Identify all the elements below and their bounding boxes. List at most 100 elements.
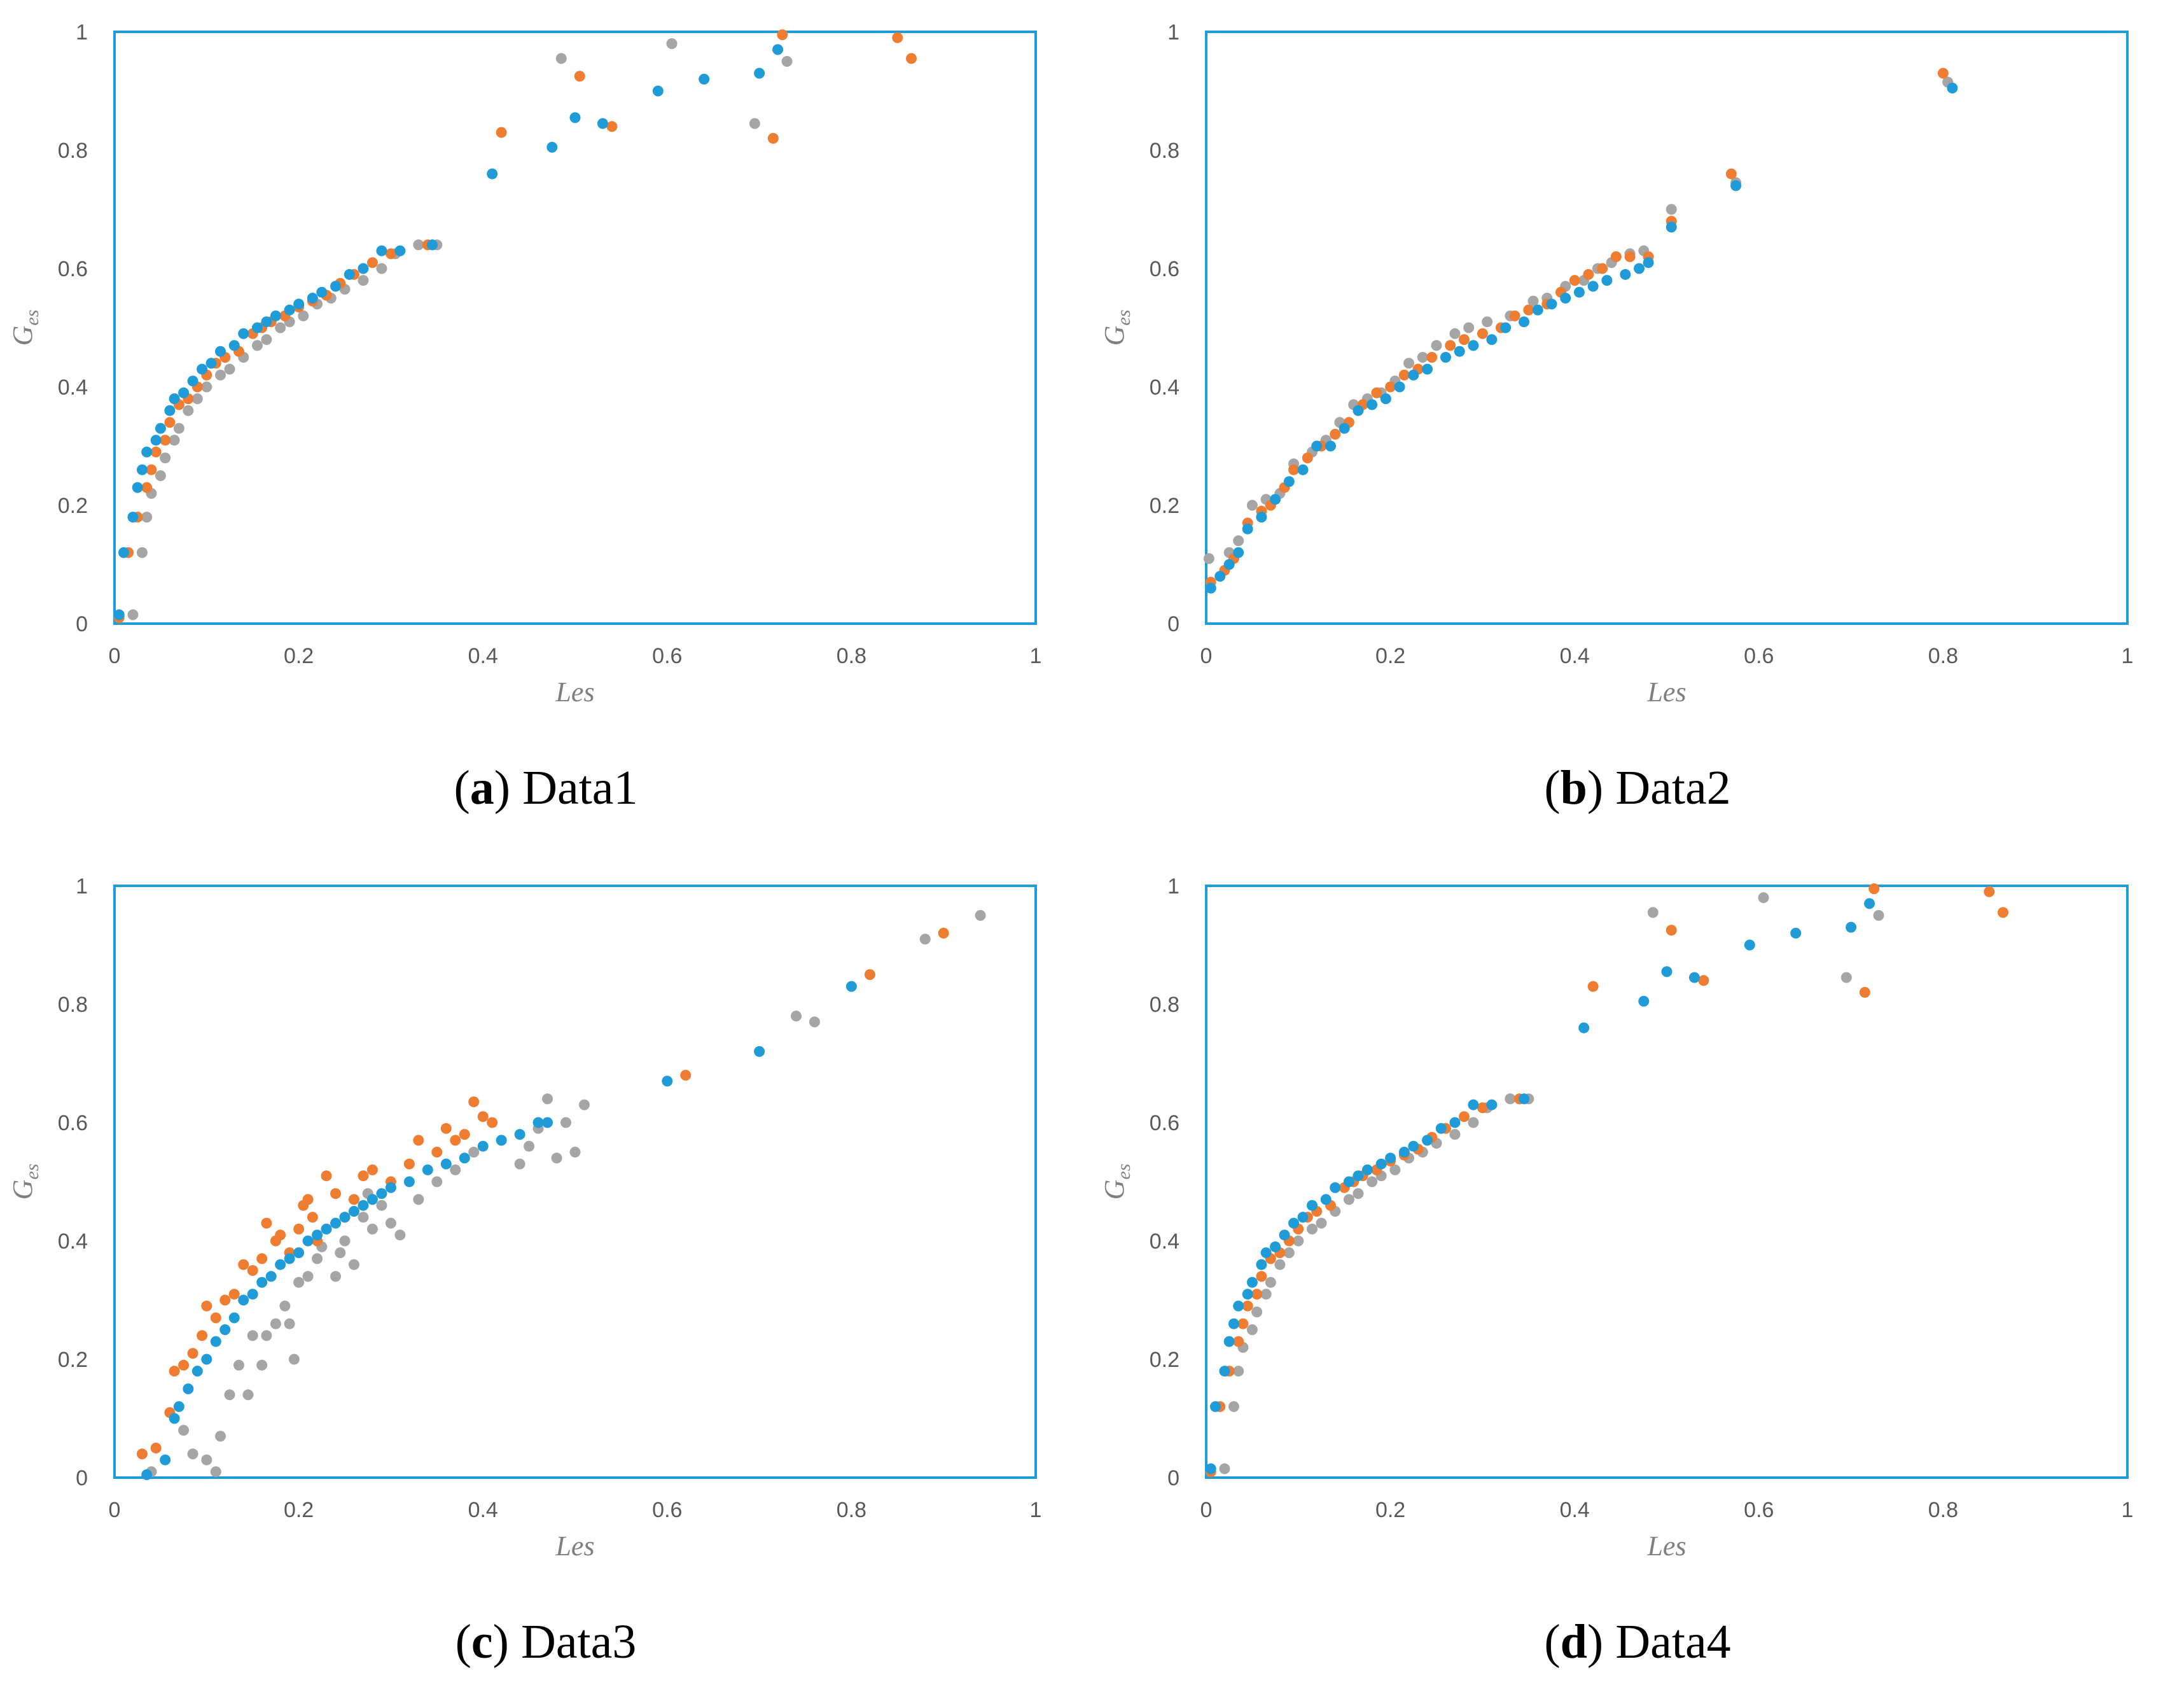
- data-point-series2: [358, 1170, 369, 1182]
- data-point-series1: [1578, 1022, 1590, 1033]
- y-tick-label: 0.4: [1150, 1229, 1179, 1254]
- data-point-series1: [1408, 369, 1419, 381]
- data-point-series1: [532, 1117, 544, 1128]
- data-point-series1: [1486, 1099, 1498, 1110]
- data-point-series3: [975, 910, 986, 921]
- data-point-series3: [298, 310, 309, 321]
- x-tick-label: 0.8: [1928, 1498, 1958, 1522]
- data-point-series1: [422, 1164, 433, 1175]
- data-point-series1: [1385, 1152, 1396, 1164]
- data-point-series2: [1587, 981, 1599, 992]
- data-point-series3: [1246, 1324, 1258, 1335]
- x-axis-label: Les: [555, 676, 594, 708]
- data-point-series2: [1477, 1102, 1488, 1114]
- data-point-series3: [1283, 1247, 1295, 1259]
- y-tick-label: 1: [76, 874, 88, 899]
- data-point-series1: [261, 316, 272, 328]
- data-point-series2: [1237, 1318, 1249, 1329]
- data-point-series1: [1311, 440, 1323, 452]
- data-point-series1: [132, 482, 143, 493]
- data-point-series1: [191, 1366, 203, 1377]
- data-point-series1: [1666, 221, 1677, 233]
- data-point-series3: [560, 1117, 572, 1128]
- data-point-series3: [187, 1448, 198, 1460]
- data-point-series1: [1242, 1289, 1253, 1300]
- data-point-series2: [293, 1223, 305, 1235]
- data-point-series1: [754, 1046, 765, 1057]
- data-point-series1: [169, 393, 180, 405]
- data-point-series3: [224, 1389, 235, 1401]
- caption-d: (d) Data4: [1544, 1615, 1731, 1669]
- data-point-series1: [113, 609, 125, 620]
- data-point-series1: [215, 346, 226, 357]
- x-tick-label: 0: [1200, 1498, 1213, 1522]
- data-point-series1: [1214, 571, 1226, 582]
- data-point-series3: [251, 340, 263, 351]
- data-point-series1: [150, 435, 162, 446]
- data-point-series3: [1403, 358, 1415, 369]
- data-point-series3: [261, 334, 272, 346]
- data-point-series2: [1288, 464, 1300, 475]
- data-point-series1: [293, 1247, 305, 1259]
- data-point-series3: [183, 405, 194, 416]
- data-point-series1: [1643, 257, 1654, 269]
- x-axis-label: Les: [1646, 676, 1686, 708]
- data-point-series3: [284, 1318, 295, 1329]
- data-point-series1: [1246, 1277, 1258, 1288]
- data-point-series2: [256, 1253, 268, 1264]
- data-point-series1: [366, 1194, 378, 1205]
- data-point-series1: [1223, 1336, 1235, 1347]
- y-tick-label: 0: [1167, 1466, 1179, 1490]
- data-point-series3: [1233, 1366, 1244, 1377]
- data-point-series3: [1666, 204, 1677, 215]
- data-point-series3: [215, 1431, 226, 1442]
- data-point-series1: [1283, 476, 1295, 487]
- data-point-series1: [358, 1200, 369, 1211]
- data-point-series2: [187, 1348, 198, 1359]
- data-point-series1: [1242, 523, 1253, 535]
- data-point-series3: [1468, 1117, 1479, 1128]
- data-point-series2: [777, 29, 788, 41]
- data-point-series3: [330, 1271, 342, 1282]
- data-point-series1: [201, 1354, 212, 1365]
- scatter-chart-d: 0 0.2 0.4 0.6 0.8 1 0 0.2 0.4 0.6 0.8 1 Les Ges: [1099, 874, 2133, 1562]
- data-point-series1: [597, 118, 608, 129]
- data-point-series2: [1984, 886, 1995, 897]
- x-tick-label: 0.4: [1560, 1498, 1590, 1522]
- data-point-series1: [662, 1075, 673, 1087]
- data-point-series1: [1620, 269, 1631, 280]
- data-point-series3: [339, 1235, 351, 1247]
- data-point-series1: [1947, 82, 1958, 94]
- scatter-chart-c: 0 0.2 0.4 0.6 0.8 1 0 0.2 0.4 0.6 0.8 1 Les Ges: [7, 874, 1041, 1562]
- data-point-series1: [542, 1117, 553, 1128]
- data-point-series2: [197, 1330, 208, 1341]
- data-point-series1: [238, 1294, 249, 1306]
- y-tick-label: 0: [1167, 612, 1179, 636]
- y-tick-label: 1: [1167, 874, 1179, 899]
- data-point-series3: [279, 1300, 291, 1312]
- data-point-series2: [1242, 1300, 1253, 1312]
- data-point-series3: [141, 512, 153, 523]
- x-tick-label: 0.4: [468, 1498, 498, 1522]
- data-point-series3: [358, 1212, 369, 1223]
- data-point-series1: [173, 1401, 184, 1412]
- x-axis-label: Les: [1646, 1530, 1686, 1562]
- data-point-series3: [201, 381, 212, 393]
- scatter-chart-a: 0 0.2 0.4 0.6 0.8 1 0 0.2 0.4 0.6 0.8 1 Les Ges: [7, 20, 1041, 708]
- data-point-series2: [261, 1217, 272, 1229]
- data-point-series2: [228, 1289, 240, 1300]
- data-point-series3: [288, 1354, 300, 1365]
- data-point-series1: [403, 1176, 415, 1187]
- data-point-series3: [569, 1147, 581, 1158]
- data-point-series3: [1219, 1463, 1230, 1474]
- y-tick-label: 0.6: [58, 1111, 88, 1135]
- data-point-series3: [127, 609, 139, 620]
- data-point-series1: [293, 298, 305, 310]
- caption-title-d: Data4: [1615, 1615, 1731, 1669]
- data-point-series2: [468, 1096, 480, 1107]
- data-point-series2: [1523, 304, 1534, 316]
- data-point-series2: [146, 464, 157, 475]
- y-tick-label: 1: [1167, 20, 1179, 45]
- data-point-series1: [1325, 440, 1336, 452]
- data-point-series1: [376, 245, 387, 256]
